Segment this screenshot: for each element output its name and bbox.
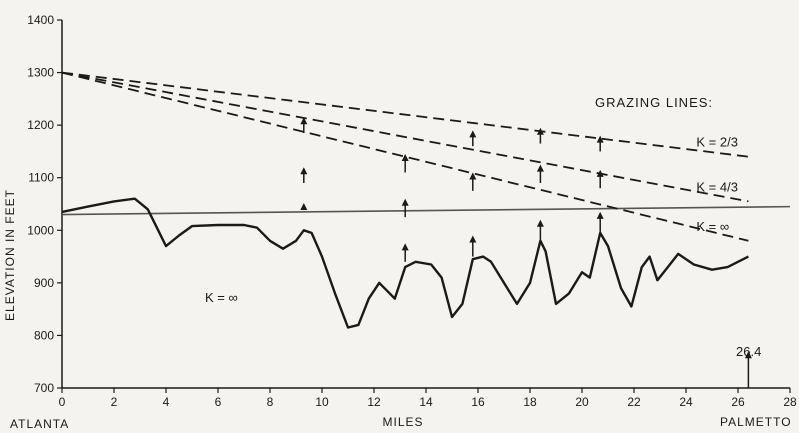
x-tick-label: 2 <box>111 395 118 409</box>
y-axis-label: ELEVATION IN FEET <box>3 189 17 321</box>
x-tick-label: 12 <box>367 395 381 409</box>
profile-label: K = ∞ <box>205 290 238 305</box>
x-tick-label: 14 <box>419 395 433 409</box>
legend-title: GRAZING LINES: <box>595 95 713 110</box>
grazing-line-3 <box>61 71 749 242</box>
x-tick-label: 4 <box>163 395 170 409</box>
arrow-head <box>300 202 308 210</box>
y-tick-label: 900 <box>34 276 54 290</box>
grazing-line-2 <box>61 71 749 203</box>
x-start-label: ATLANTA <box>10 417 69 431</box>
x-tick-label: 22 <box>627 395 641 409</box>
arrow-head <box>401 243 409 251</box>
x-tick-label: 28 <box>783 395 797 409</box>
arrow-head <box>469 235 477 243</box>
arrow-head <box>401 198 409 206</box>
arrow-head <box>536 127 544 135</box>
x-tick-label: 10 <box>315 395 329 409</box>
x-tick-label: 8 <box>267 395 274 409</box>
x-tick-label: 18 <box>523 395 537 409</box>
grazing-line-label-2: K = 4/3 <box>696 179 738 194</box>
y-tick-label: 700 <box>34 381 54 395</box>
x-tick-label: 16 <box>471 395 485 409</box>
arrow-head <box>596 211 604 219</box>
x-end-label: PALMETTO <box>720 415 792 429</box>
x-tick-label: 6 <box>215 395 222 409</box>
arrow-head <box>469 130 477 138</box>
reference-line <box>61 205 791 216</box>
y-tick-label: 1200 <box>27 118 54 132</box>
grazing-line-1 <box>61 71 749 158</box>
x-axis-label: MILES <box>382 415 423 429</box>
arrow-head <box>744 351 752 359</box>
arrow-head <box>596 135 604 143</box>
arrow-head <box>536 219 544 227</box>
arrow-head <box>300 167 308 175</box>
y-tick-label: 1100 <box>28 171 54 185</box>
end-marker-label: 26.4 <box>736 344 761 359</box>
x-tick-label: 0 <box>59 395 66 409</box>
y-tick-label: 1300 <box>27 66 54 80</box>
arrow-head <box>469 172 477 180</box>
y-tick-label: 1000 <box>27 223 54 237</box>
x-tick-label: 20 <box>575 395 589 409</box>
grazing-line-label-3: K = ∞ <box>696 219 729 234</box>
terrain-profile-line <box>61 197 749 329</box>
y-tick-label: 800 <box>34 328 54 342</box>
x-tick-label: 24 <box>679 395 693 409</box>
arrow-head <box>536 164 544 172</box>
arrow-head <box>300 117 308 125</box>
y-tick-label: 1400 <box>27 13 54 27</box>
arrow-head <box>401 154 409 162</box>
grazing-line-label-1: K = 2/3 <box>696 135 738 150</box>
arrow-head <box>596 169 604 177</box>
x-tick-label: 26 <box>731 395 745 409</box>
